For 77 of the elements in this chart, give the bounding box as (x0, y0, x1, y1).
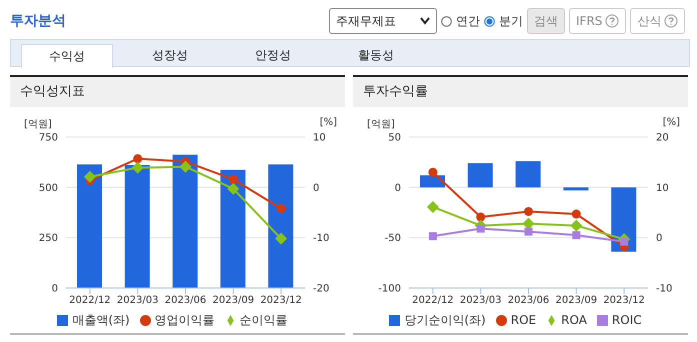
text: 주재무제표 (336, 13, 396, 30)
x-tick-label: 2022/12 (412, 295, 454, 306)
bar (516, 161, 541, 188)
point (228, 174, 238, 184)
point (428, 168, 438, 177)
y2-tick-label: 10 (656, 182, 669, 194)
text: 검색 (527, 8, 565, 34)
text: 성장성 (151, 47, 189, 64)
y-tick-label: 250 (38, 233, 58, 244)
point (620, 238, 628, 246)
x-tick-label: 2023/06 (164, 295, 206, 306)
point (275, 232, 288, 245)
point (476, 224, 485, 233)
text: 연간 (456, 12, 480, 30)
y-tick-label: 50 (388, 132, 401, 144)
x-tick-label: 2023/03 (460, 295, 502, 306)
x-tick-label: 2023/03 (116, 295, 158, 306)
y2-tick-label: 0 (313, 182, 320, 194)
point (524, 206, 533, 216)
y2-tick-label: -10 (313, 233, 330, 244)
bar (268, 164, 294, 288)
point (227, 182, 240, 195)
bar (468, 163, 493, 188)
bar (124, 164, 150, 288)
x-tick-label: 2023/09 (556, 295, 598, 306)
legend-label: ROA (561, 313, 587, 327)
y-tick-label: 0 (394, 182, 401, 194)
x-tick-label: 2022/12 (69, 295, 111, 306)
x-tick-label: 2023/09 (212, 295, 254, 306)
bar (563, 187, 588, 190)
point (84, 170, 96, 183)
point (428, 232, 437, 240)
legend-label: 순이익률 (240, 313, 288, 327)
x-tick-label: 2023/12 (603, 295, 645, 306)
y-tick-label: 750 (38, 132, 58, 144)
text: 산식 (630, 8, 686, 34)
point (132, 162, 144, 174)
text: 분기 (499, 12, 523, 30)
point (276, 204, 286, 213)
text: 투자분석 (10, 12, 66, 30)
y-tick-label: 0 (52, 284, 58, 295)
text: 수익성 (21, 44, 113, 68)
y2-tick-label: 20 (656, 132, 669, 144)
y2-tick-label: 0 (656, 233, 662, 244)
bar (77, 164, 102, 288)
legend-label: ROE (510, 313, 536, 327)
bar (220, 170, 246, 288)
y2-tick-label: 10 (313, 132, 326, 144)
legend-label: 당기순이익(좌) (404, 313, 486, 327)
y-tick-label: 500 (38, 182, 58, 194)
point (426, 200, 439, 213)
bar (172, 154, 198, 288)
y2-tick-label: -20 (313, 284, 330, 295)
point (524, 228, 532, 236)
y2-axis-title: [%] (662, 117, 680, 128)
x-tick-label: 2023/06 (508, 295, 550, 306)
y-tick-label: -50 (384, 233, 401, 244)
x-tick-label: 2023/12 (260, 295, 302, 306)
legend-label: ROIC (612, 313, 642, 327)
y-tick-label: -100 (378, 284, 401, 295)
point (570, 220, 582, 232)
chart-title: 투자수익률 (353, 75, 688, 107)
point (476, 212, 486, 222)
text: 활동성 (357, 47, 395, 64)
point (572, 210, 581, 219)
point (133, 154, 142, 164)
text: 안정성 (254, 47, 292, 64)
text: IFRS (569, 8, 626, 34)
point (180, 160, 192, 173)
chart-title: 수익성지표 (10, 75, 345, 107)
y-axis-title: [억원] (24, 118, 52, 131)
legend-label: 매출액(좌) (72, 313, 130, 327)
point (572, 231, 580, 240)
legend-label: 영업이익률 (154, 313, 215, 327)
y2-tick-label: -10 (656, 284, 672, 295)
y-axis-title: [억원] (367, 118, 395, 131)
y2-axis-title: [%] (320, 117, 337, 128)
